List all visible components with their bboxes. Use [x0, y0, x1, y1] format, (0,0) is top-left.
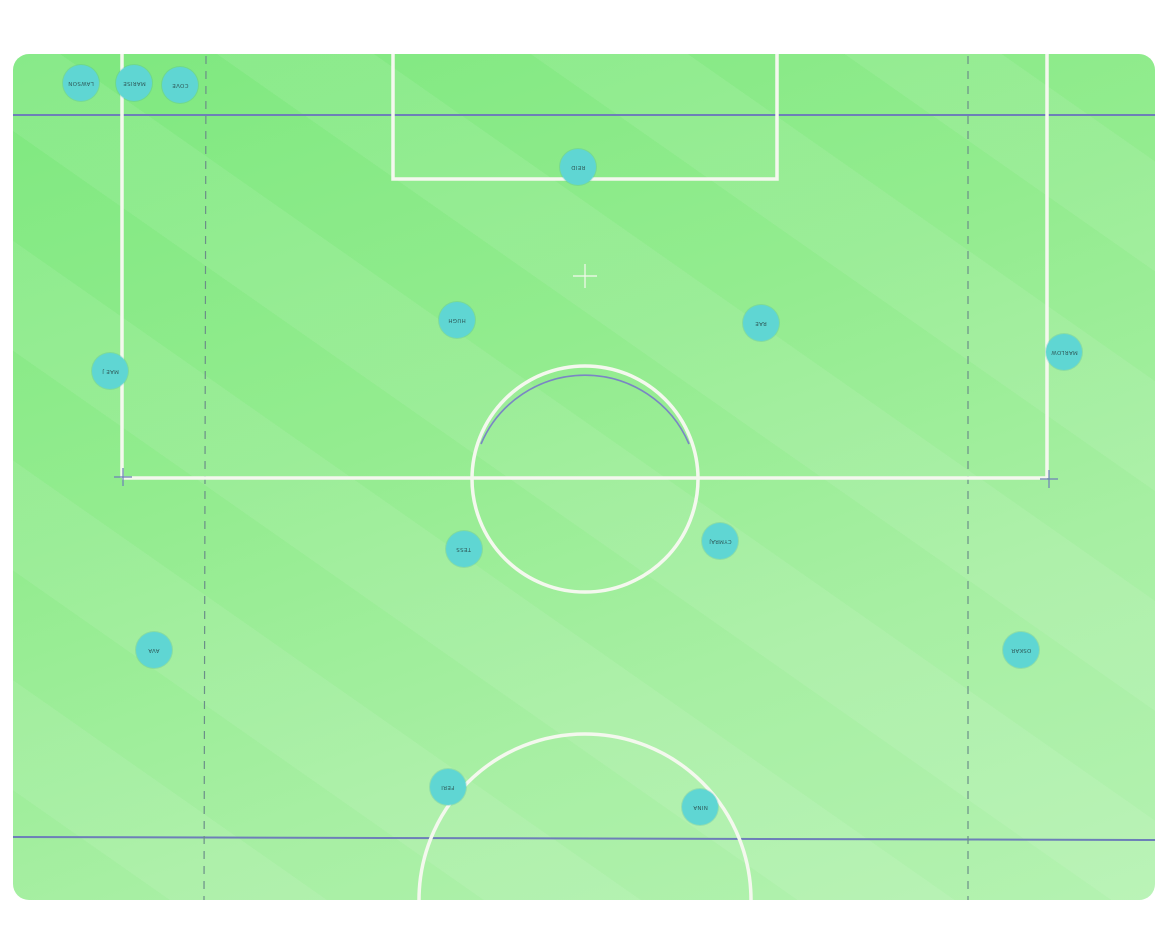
center-circle [470, 364, 700, 594]
soccer-pitch [13, 54, 1155, 900]
player-token[interactable]: Reid [560, 149, 596, 185]
player-token[interactable]: Nina [682, 789, 718, 825]
player-token[interactable]: Mae J [92, 353, 128, 389]
player-name: Ava [148, 647, 160, 653]
bench-player-token[interactable]: Cove [162, 67, 198, 103]
left-corner-mark [114, 468, 132, 486]
player-token[interactable]: Tess [446, 531, 482, 567]
player-token[interactable]: Hugh [439, 302, 475, 338]
pitch-markings [13, 54, 1155, 900]
player-token[interactable]: Feri [430, 769, 466, 805]
player-name: Hugh [448, 317, 466, 323]
player-name: Cove [171, 82, 189, 88]
player-name: Mae J [101, 368, 119, 374]
bottom-boundary-line [13, 836, 1155, 841]
player-name: Rae [755, 320, 767, 326]
bottom-arc [417, 732, 753, 900]
player-token[interactable]: Cymraj [702, 523, 738, 559]
penalty-spot-mark [573, 264, 597, 288]
bench-player-token[interactable]: Marise [116, 65, 152, 101]
player-name: Nina [692, 804, 708, 810]
center-circle-highlight [480, 374, 690, 445]
player-name: Marise [122, 80, 146, 86]
bench-player-token[interactable]: Lawson [63, 65, 99, 101]
player-token[interactable]: Marlow [1046, 334, 1082, 370]
player-name: Marlow [1050, 349, 1078, 355]
player-name: Reid [570, 164, 586, 170]
right-corner-mark [1040, 470, 1058, 488]
player-name: Feri [441, 784, 455, 790]
player-token[interactable]: Ava [136, 632, 172, 668]
player-token[interactable]: Oskar [1003, 632, 1039, 668]
player-name: Oskar [1010, 647, 1032, 653]
player-name: Tess [456, 546, 472, 552]
player-token[interactable]: Rae [743, 305, 779, 341]
player-name: Cymraj [708, 538, 732, 544]
player-name: Lawson [68, 80, 94, 86]
